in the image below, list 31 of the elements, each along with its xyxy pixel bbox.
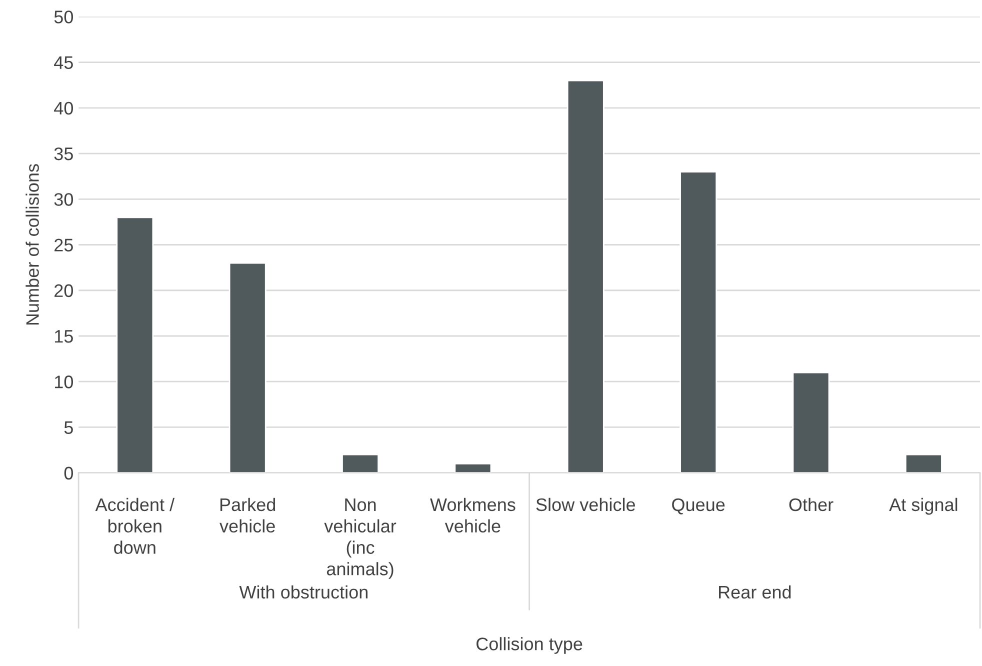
x-tick-label: Accident / broken down — [95, 498, 175, 554]
bar — [904, 454, 942, 473]
bar — [342, 454, 379, 473]
text: Rear end — [719, 585, 791, 599]
x-tick-label: Workmens vehicle — [430, 498, 516, 533]
x-tick-label: At signal — [889, 498, 958, 515]
y-tick-label: 30 — [54, 193, 73, 206]
y-tick-label: 40 — [54, 102, 73, 115]
x-tick-label: Other — [789, 498, 834, 512]
x-axis-title: Collision type — [476, 637, 582, 654]
x-tick-label: Parked vehicle — [220, 498, 276, 533]
y-tick-label: 45 — [54, 56, 73, 69]
bar — [792, 372, 830, 473]
bar — [116, 216, 154, 473]
x-tick-label: Slow vehicle — [536, 498, 636, 512]
y-tick-label: 5 — [64, 421, 73, 434]
y-tick-label: 10 — [54, 376, 73, 388]
y-tick-label: 20 — [54, 284, 73, 298]
bar — [454, 463, 492, 473]
y-tick-label: 50 — [54, 10, 73, 24]
y-tick-label: 25 — [54, 238, 73, 252]
x-tick-label: Queue — [672, 498, 725, 514]
y-tick-label: 15 — [54, 330, 73, 343]
bar — [228, 262, 266, 473]
bar — [566, 80, 604, 473]
y-axis-title: Number of collisions — [26, 164, 39, 325]
x-tick-label: Non vehicular (inc animals) — [324, 498, 396, 579]
bar — [680, 171, 718, 473]
y-tick-label: 0 — [64, 466, 73, 480]
y-tick-label: 35 — [54, 147, 73, 160]
text: With obstruction — [239, 585, 368, 599]
